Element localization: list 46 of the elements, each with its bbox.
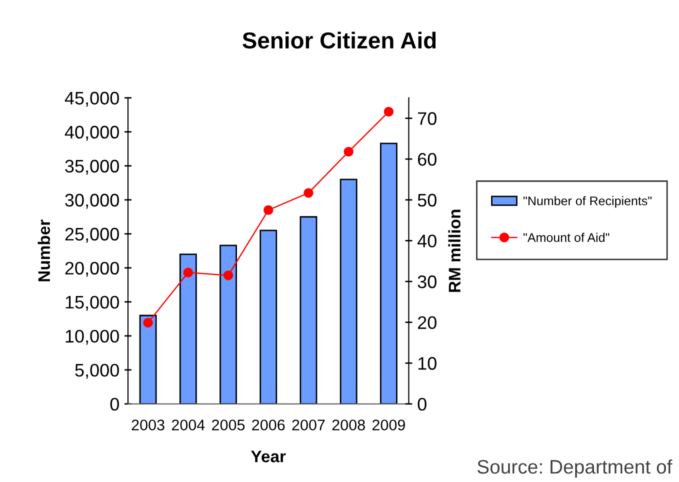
bar — [179, 254, 197, 404]
x-tick-label: 2009 — [372, 420, 405, 430]
y2-tick-label: 60 — [418, 152, 436, 166]
x-axis-title: Year — [251, 450, 286, 462]
legend-label: "Amount of Aid" — [524, 232, 610, 242]
y2-tick-label: 10 — [418, 357, 436, 370]
point — [223, 270, 234, 280]
y-axis-title: Number — [38, 220, 50, 282]
x-tick-label: 2005 — [212, 420, 245, 430]
y2-tick-label: 20 — [418, 316, 436, 330]
y-tick-label: 35,000 — [65, 160, 119, 175]
source-note: Source: Department of — [477, 459, 672, 478]
bar — [139, 314, 157, 404]
y2-tick-label: 0 — [418, 398, 426, 411]
x-tick-label: 2003 — [132, 420, 164, 430]
bar — [380, 142, 398, 404]
x-tick-label: 2004 — [172, 420, 205, 430]
point — [384, 106, 394, 117]
chart-title: Senior Citizen Aid — [242, 32, 436, 49]
y-tick-label: 25,000 — [65, 228, 119, 243]
y-tick-label: 30,000 — [65, 194, 119, 209]
point — [183, 268, 194, 278]
y-tick-label: 15,000 — [66, 296, 119, 311]
bar — [260, 230, 278, 404]
y2-axis-title: RM million — [448, 210, 461, 292]
y2-tick-label: 50 — [418, 194, 436, 207]
x-tick-label: 2006 — [252, 420, 285, 430]
y-tick-label: 0 — [110, 398, 119, 411]
y-tick-label: 5,000 — [75, 364, 119, 379]
point — [304, 188, 314, 198]
y-tick-label: 10,000 — [66, 330, 119, 345]
bar — [340, 178, 358, 404]
x-tick-label: 2007 — [292, 420, 325, 430]
legend-label: "Number of Recipients" — [524, 196, 652, 208]
point — [264, 205, 274, 215]
bar — [220, 244, 237, 404]
y-tick-label: 45,000 — [64, 92, 119, 107]
y2-tick-label: 70 — [418, 112, 436, 125]
bar — [300, 216, 318, 404]
y-tick-label: 20,000 — [65, 262, 119, 277]
y2-tick-label: 30 — [418, 275, 436, 288]
x-tick-label: 2008 — [332, 420, 365, 430]
y-tick-label: 40,000 — [64, 126, 119, 141]
y2-tick-label: 40 — [418, 234, 436, 248]
point — [143, 318, 153, 328]
point — [344, 146, 354, 157]
